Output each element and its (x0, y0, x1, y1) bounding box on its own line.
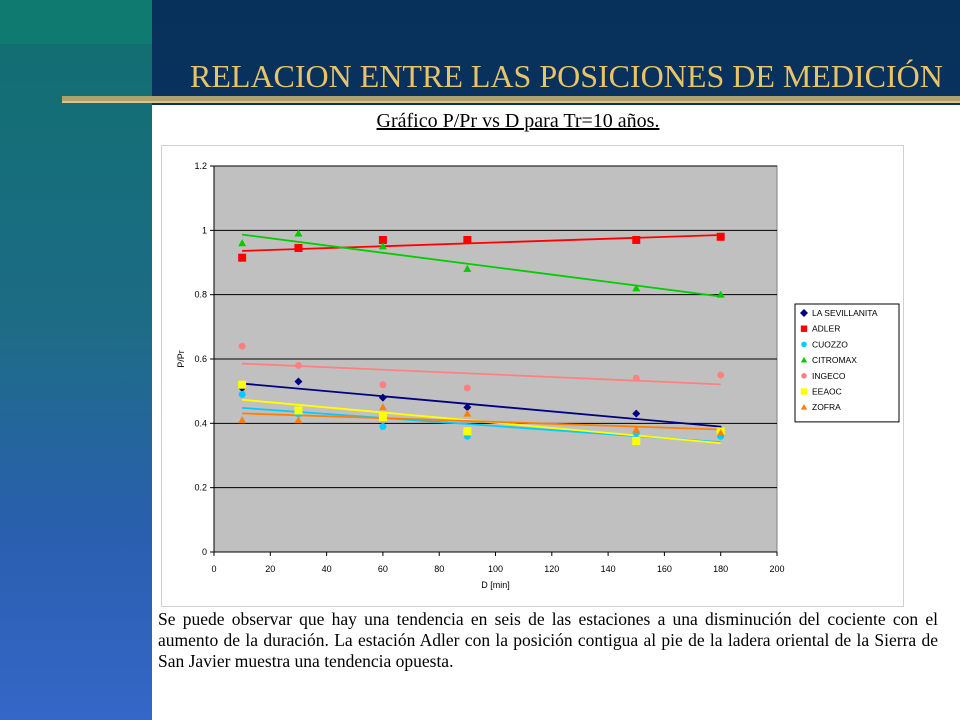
x-tick-label: 0 (211, 564, 216, 574)
data-point (294, 377, 303, 386)
data-point (463, 427, 472, 436)
data-point (717, 371, 725, 379)
data-point (379, 423, 387, 431)
trendline (242, 234, 721, 252)
y-tick-label: 0.6 (194, 354, 207, 364)
data-point (378, 235, 387, 244)
data-point (378, 403, 387, 411)
data-point (294, 229, 303, 237)
data-point (632, 374, 640, 382)
x-tick-label: 40 (322, 564, 332, 574)
x-tick-label: 180 (713, 564, 728, 574)
data-point (294, 416, 303, 424)
data-point (632, 409, 641, 418)
legend-label: ZOFRA (812, 402, 841, 412)
legend-marker (801, 373, 807, 379)
legend-label: INGECO (812, 371, 846, 381)
data-point (632, 437, 641, 446)
data-point (294, 406, 303, 415)
legend-label: CITROMAX (812, 355, 857, 365)
x-tick-label: 100 (488, 564, 503, 574)
data-point (716, 232, 725, 241)
y-tick-label: 1 (202, 225, 207, 235)
data-point (463, 409, 472, 417)
slide-title: RELACION ENTRE LAS POSICIONES DE MEDICIÓ… (190, 58, 943, 94)
data-point (378, 242, 387, 250)
x-tick-label: 200 (769, 564, 784, 574)
x-tick-label: 160 (657, 564, 672, 574)
y-tick-label: 0.2 (194, 483, 207, 493)
legend-marker (800, 325, 808, 332)
x-tick-label: 140 (601, 564, 616, 574)
legend-box (794, 303, 900, 423)
data-point (238, 380, 247, 389)
x-tick-label: 20 (265, 564, 275, 574)
chart-container: 0 0.2 0.4 0.6 0.8 1 1.2 0 20 40 60 80 100 120 140 160 18… (161, 145, 904, 607)
legend-marker (801, 341, 807, 348)
chart-subtitle: Gráfico P/Pr vs D para Tr=10 años. (376, 110, 660, 132)
data-point (378, 412, 387, 421)
trendline (242, 362, 721, 386)
title-underline (62, 96, 960, 102)
legend-label: LA SEVILLANITA (812, 308, 878, 318)
data-point (632, 284, 641, 292)
data-point (716, 290, 725, 298)
data-point (463, 384, 471, 392)
y-tick-label: 0 (202, 547, 207, 557)
data-point (463, 403, 472, 412)
x-tick-label: 120 (544, 564, 559, 574)
data-point (294, 244, 303, 253)
legend-label: CUOZZO (812, 339, 848, 349)
x-axis-title: D [min] (481, 580, 510, 590)
trendline (242, 382, 721, 428)
legend-marker (800, 309, 808, 317)
trendline (242, 233, 721, 298)
background-left-band (0, 0, 152, 720)
legend-marker (800, 404, 808, 410)
legend-label: EEAOC (812, 387, 842, 397)
data-point (632, 235, 641, 244)
data-point (379, 381, 387, 389)
data-point (463, 264, 472, 272)
data-point (238, 390, 246, 398)
y-tick-label: 0.8 (194, 290, 207, 300)
data-point (238, 253, 247, 262)
trendline (242, 412, 721, 431)
corner-accent-block (0, 0, 152, 44)
y-axis-title: P/Pr (176, 350, 186, 368)
y-tick-label: 1.2 (194, 161, 207, 171)
legend-label: ADLER (812, 324, 840, 334)
caption-paragraph: Se puede observar que hay una tendencia … (158, 609, 938, 671)
data-point (632, 425, 641, 433)
legend-marker (800, 388, 808, 395)
y-tick-label: 0.4 (194, 418, 207, 428)
data-point (238, 342, 246, 350)
title-underline-highlight (62, 101, 960, 103)
data-point (378, 393, 387, 402)
data-point (238, 239, 247, 247)
data-point (716, 428, 725, 436)
scatter-chart: 0 0.2 0.4 0.6 0.8 1 1.2 0 20 40 60 80 100 120 140 160 18… (176, 161, 900, 590)
legend-marker (800, 356, 808, 363)
x-tick-label: 80 (434, 564, 444, 574)
data-point (238, 416, 247, 424)
x-tick-label: 60 (378, 564, 388, 574)
data-point (463, 235, 472, 244)
data-point (294, 361, 302, 369)
